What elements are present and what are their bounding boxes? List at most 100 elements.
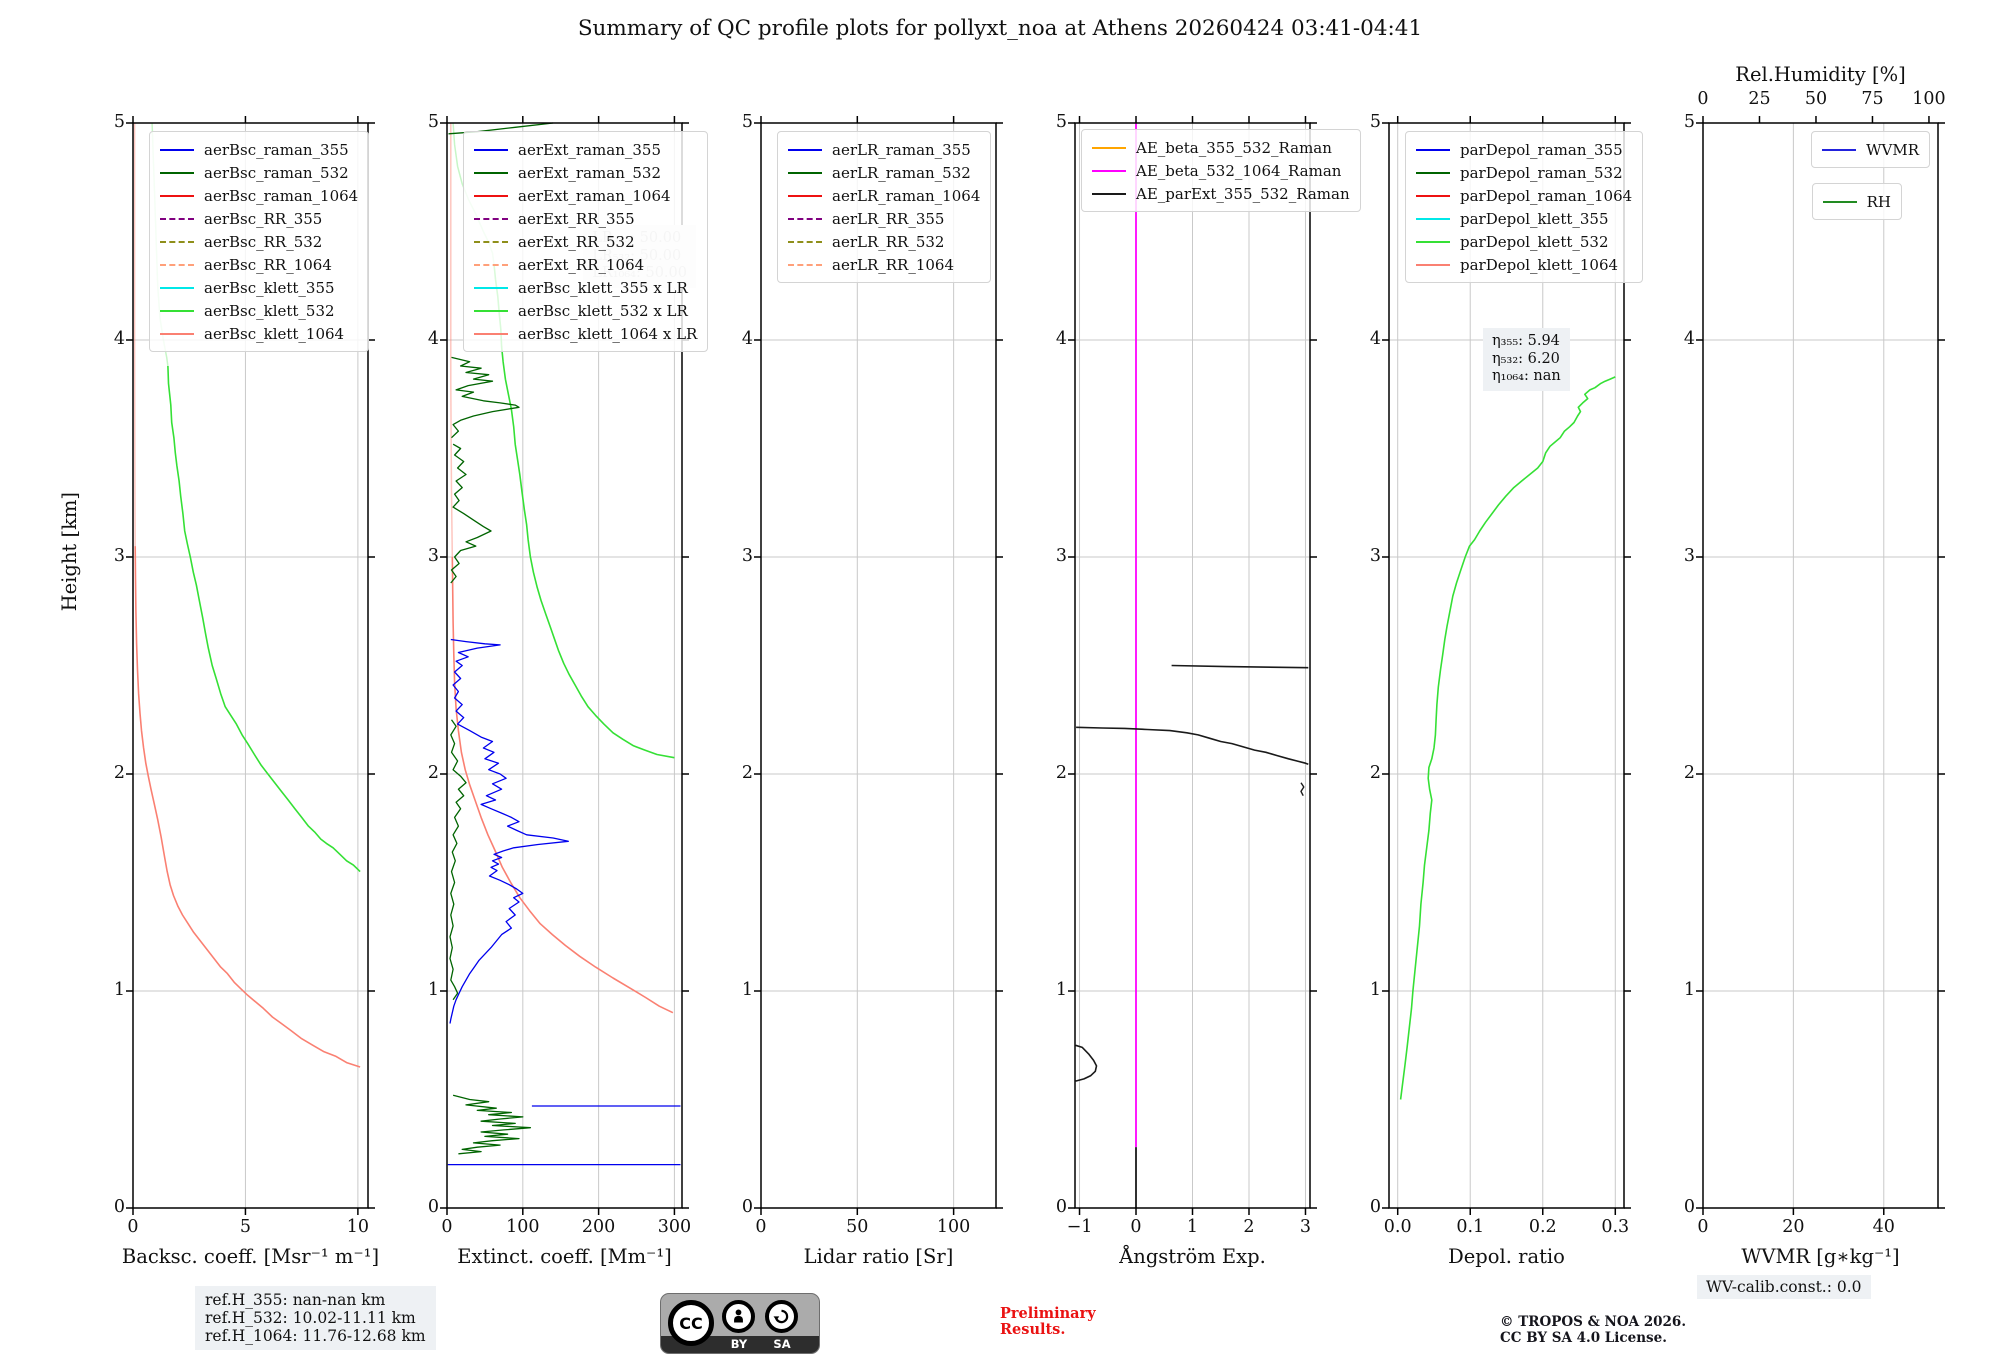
figure-title: Summary of QC profile plots for pollyxt_… <box>577 16 1423 41</box>
ytick-label: 1 <box>741 980 753 1000</box>
legend-item-label: aerLR_RR_532 <box>832 232 945 251</box>
x-axis-label-extinction: Extinct. coeff. [Mm⁻¹] <box>457 1245 672 1268</box>
ytick-label: 3 <box>741 546 753 566</box>
ytick-label: 4 <box>1683 329 1695 349</box>
preliminary-results-note: Preliminary Results. <box>1000 1306 1096 1338</box>
legend-item-label: aerLR_RR_355 <box>832 209 945 228</box>
legend-item-label: aerExt_raman_532 <box>518 163 661 182</box>
legend-item-label: aerBsc_RR_532 <box>204 232 323 251</box>
ytick-label: 2 <box>1055 763 1067 783</box>
anno-line: η₁₀₆₄: nan <box>1492 368 1561 384</box>
ytick-label: 1 <box>113 980 125 1000</box>
ytick-label: 5 <box>427 112 439 132</box>
legend-line-sample <box>160 332 194 335</box>
legend-item-label: parDepol_klett_532 <box>1460 232 1609 251</box>
legend-backscatter: aerBsc_raman_355 aerBsc_raman_532 aerBsc_r… <box>149 131 370 352</box>
legend-item: parDepol_klett_1064 <box>1416 253 1632 276</box>
legend-line-sample <box>788 240 822 243</box>
legend-line-sample <box>160 217 194 220</box>
legend-line-sample <box>160 148 194 151</box>
legend-item: RH <box>1822 190 1891 213</box>
xtick-label: 0.1 <box>1456 1217 1485 1237</box>
series-AE_parExt_355_532_Raman_hook <box>1075 1044 1098 1082</box>
x-axis-label-depol-ratio: Depol. ratio <box>1448 1245 1565 1268</box>
xtick-label: 20 <box>1782 1217 1805 1237</box>
legend-item-label: RH <box>1866 192 1891 211</box>
top-axis-label: Rel.Humidity [%] <box>1735 63 1906 86</box>
anno-line: η₃₅₅: 5.94 <box>1492 333 1560 349</box>
series-aerBsc_klett_1064_uncertain <box>133 123 136 547</box>
cc-icon: CC <box>668 1300 714 1346</box>
series-aerBsc_klett_1064_x_LR <box>451 556 674 1014</box>
series-aerExt_raman_532_a <box>451 356 520 439</box>
ref-height-355: ref.H_355: nan-nan km <box>205 1291 386 1309</box>
series-aerExt_raman_532_top <box>448 122 554 135</box>
plot-canvas-depol-ratio <box>1382 116 1631 1215</box>
legend-depol-ratio: parDepol_raman_355 parDepol_raman_532 parD… <box>1405 131 1644 283</box>
ytick-label: 4 <box>427 329 439 349</box>
legend-item-label: aerBsc_klett_355 <box>204 278 335 297</box>
xtick-label: 300 <box>657 1217 692 1237</box>
xtick-label: 0 <box>755 1217 767 1237</box>
cc-license-badge: BY SA CC <box>660 1293 820 1354</box>
legend-line-sample <box>1092 192 1126 195</box>
legend-line-sample <box>160 240 194 243</box>
legend-item: aerBsc_klett_355 <box>160 276 358 299</box>
plot-spine <box>1702 122 1939 1209</box>
legend-item-label: aerBsc_klett_1064 <box>204 324 345 343</box>
cc-by-label: BY <box>730 1337 748 1351</box>
plot-panel-wvmr: 0 1 2 3 4 5 0 20 40 WVMR [g∗kg⁻¹] Rel.Humidity [%]… <box>1684 63 1946 1268</box>
legend-item-label: aerBsc_klett_532 <box>204 301 335 320</box>
x-axis-label-lidar-ratio: Lidar ratio [Sr] <box>803 1245 954 1268</box>
legend-item-label: parDepol_raman_532 <box>1460 163 1623 182</box>
legend-item-label: aerExt_raman_355 <box>518 140 661 159</box>
copyright-line-1: © TROPOS & NOA 2026. <box>1500 1314 1687 1330</box>
ytick-label: 4 <box>113 329 125 349</box>
legend-item-label: WVMR <box>1866 140 1919 159</box>
top-tick-label: 50 <box>1804 89 1828 109</box>
preliminary-line-1: Preliminary <box>1000 1305 1096 1322</box>
ytick-label: 1 <box>1369 980 1381 1000</box>
legend-item-label: aerBsc_klett_532 x LR <box>518 301 688 320</box>
legend-item: aerLR_raman_532 <box>788 161 980 184</box>
ytick-label: 2 <box>1683 763 1695 783</box>
legend-item-label: aerExt_RR_355 <box>518 209 635 228</box>
legend-line-sample <box>474 148 508 151</box>
xtick-label: 100 <box>506 1217 540 1237</box>
legend-item: aerBsc_raman_1064 <box>160 184 358 207</box>
legend-line-sample <box>1822 200 1857 203</box>
legend-line-sample <box>1416 240 1450 243</box>
anno-line: η₅₃₂: 6.20 <box>1492 350 1560 367</box>
xtick-label: 0 <box>1130 1217 1142 1237</box>
xtick-label: 10 <box>346 1217 370 1237</box>
series-aerBsc_klett_532_x_LR <box>493 264 675 759</box>
xtick-label: 0 <box>1697 1217 1709 1237</box>
legend-line-sample <box>788 148 822 151</box>
xtick-label: 0 <box>441 1217 453 1237</box>
share-alike-icon <box>765 1300 798 1333</box>
xtick-label: 0.3 <box>1601 1217 1630 1237</box>
top-tick-label: 75 <box>1861 89 1884 109</box>
legend-line-sample <box>788 194 822 197</box>
legend-item: aerExt_RR_1064 <box>474 253 697 276</box>
x-axis-label-wvmr: WVMR [g∗kg⁻¹] <box>1741 1245 1900 1268</box>
plot-spine <box>132 122 369 1209</box>
legend-line-sample <box>1092 146 1126 149</box>
xtick-label: 50 <box>846 1217 869 1237</box>
series-AE_parExt_355_532_Raman_mark <box>1300 782 1305 797</box>
ytick-label: 3 <box>1369 546 1381 566</box>
wv-calibration-note: WV-calib.const.: 0.0 <box>1697 1275 1871 1299</box>
copyright-note: © TROPOS & NOA 2026. CC BY SA 4.0 Licens… <box>1500 1314 1687 1346</box>
legend-extinction: aerExt_raman_355 aerExt_raman_532 aerExt_r… <box>463 131 709 352</box>
ytick-label: 3 <box>113 546 125 566</box>
legend-item-label: parDepol_raman_355 <box>1460 140 1623 159</box>
legend-item: AE_beta_355_532_Raman <box>1092 136 1350 159</box>
legend-lidar-ratio: aerLR_raman_355 aerLR_raman_532 aerLR_rama… <box>777 131 992 283</box>
plot-panel-depol-ratio: 0 1 2 3 4 5 0.0 0.1 0.2 0.3 Depol. ratio η₃₅₅: 5.94… <box>1370 112 1644 1268</box>
legend-line-sample <box>788 263 822 266</box>
legend-item: aerBsc_klett_532 x LR <box>474 299 697 322</box>
legend-line-sample <box>1822 148 1857 151</box>
legend-line-sample <box>788 217 822 220</box>
legend-line-sample <box>1416 217 1450 220</box>
